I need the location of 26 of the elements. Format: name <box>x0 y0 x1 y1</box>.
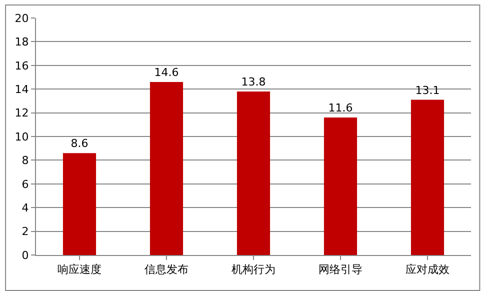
y-tick-label: 6 <box>22 178 29 191</box>
y-tick-label: 20 <box>14 12 29 25</box>
x-tick-label: 机构行为 <box>232 263 276 276</box>
y-tick-label: 14 <box>14 82 29 96</box>
bar <box>410 100 444 255</box>
y-tick-label: 10 <box>14 130 29 144</box>
y-tick-label: 2 <box>22 225 29 238</box>
data-label: 8.6 <box>70 137 88 150</box>
data-label: 14.6 <box>154 66 179 79</box>
x-tick-label: 信息发布 <box>144 263 188 276</box>
y-tick-label: 4 <box>22 201 29 214</box>
data-label: 11.6 <box>328 102 353 115</box>
y-tick-label: 0 <box>22 248 29 262</box>
data-label: 13.1 <box>415 84 440 97</box>
bar <box>236 91 270 255</box>
x-tick-label: 应对成效 <box>406 263 450 276</box>
bar <box>324 118 358 255</box>
y-tick-label: 12 <box>14 106 29 120</box>
y-tick-label: 8 <box>22 154 29 168</box>
bar <box>62 153 96 255</box>
x-tick-label: 网络引导 <box>318 263 362 276</box>
y-tick-label: 18 <box>14 36 29 49</box>
y-tick-label: 16 <box>14 59 29 72</box>
bar <box>150 82 184 255</box>
data-label: 13.8 <box>241 75 266 88</box>
x-tick-label: 响应速度 <box>58 263 102 276</box>
